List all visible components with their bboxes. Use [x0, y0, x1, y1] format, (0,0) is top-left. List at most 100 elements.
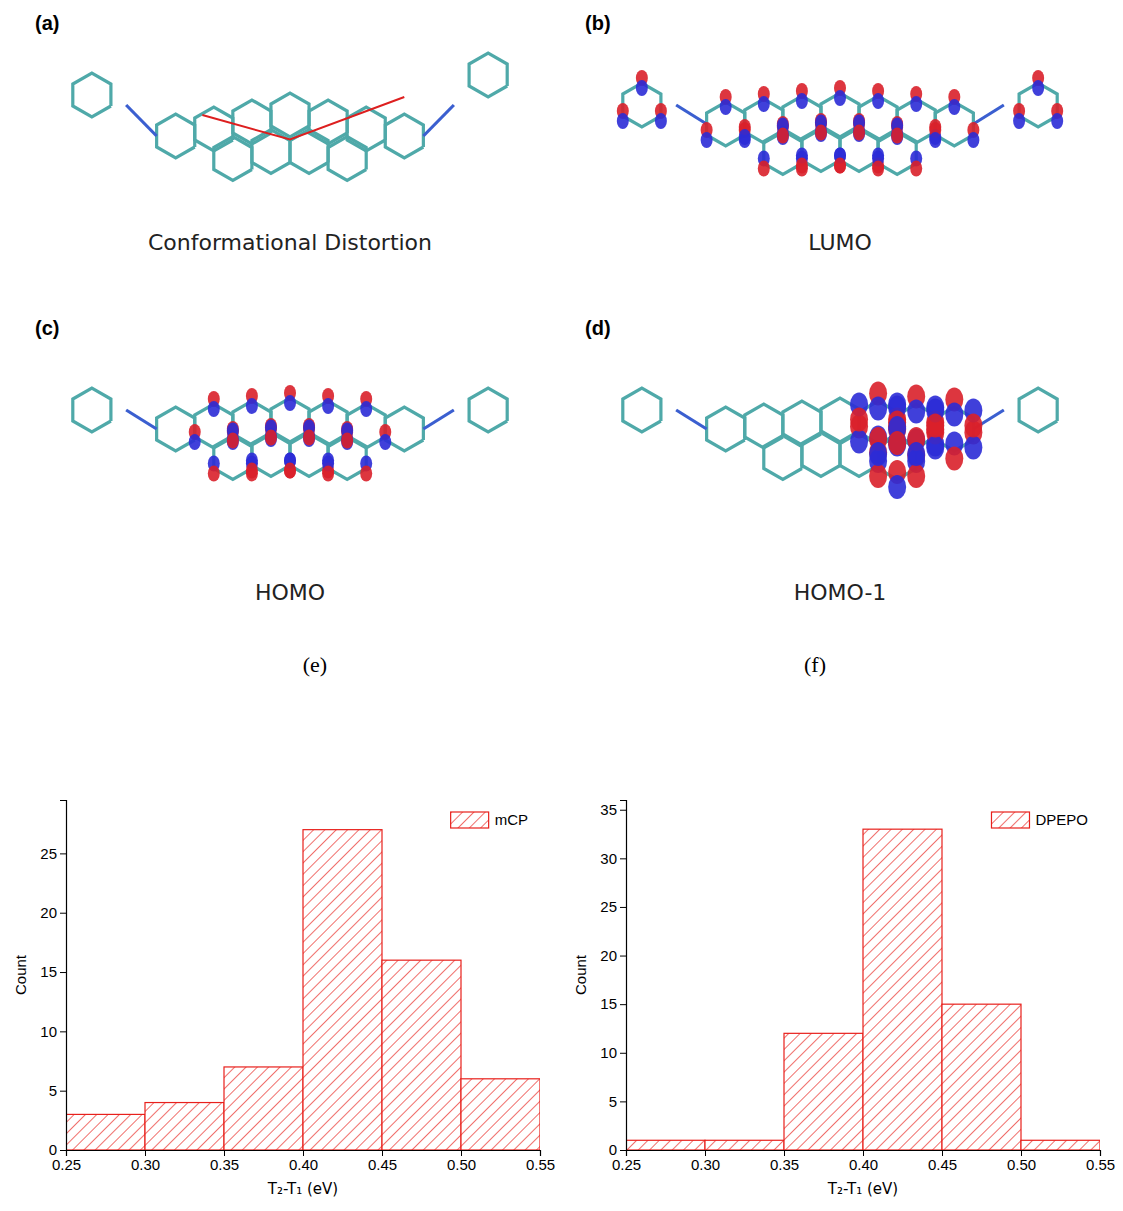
x-axis: 0.250.300.350.400.450.500.55: [612, 1150, 1115, 1173]
tick-mark: [60, 1091, 66, 1092]
tick-mark: [620, 956, 626, 957]
molecule-panel: [73, 53, 507, 181]
axis-line: [620, 801, 627, 1151]
tick-mark: [60, 1150, 66, 1151]
legend: DPEPO: [991, 811, 1088, 828]
molecule-panel: [623, 382, 1057, 500]
orbital-lobe: [758, 161, 770, 177]
molecule-skeleton: [623, 83, 1057, 175]
x-tick: 0.30: [691, 1150, 720, 1173]
legend-swatch: [451, 812, 489, 828]
x-tick-label: 0.50: [1007, 1156, 1036, 1173]
y-axis-title: Count: [572, 954, 589, 995]
molecule-ring: [707, 407, 745, 451]
orbital-lobe: [964, 436, 982, 460]
molecule-bond: [126, 410, 156, 429]
y-tick: 35: [600, 801, 626, 818]
y-tick-label: 5: [49, 1082, 57, 1099]
molecule-bond: [973, 105, 1003, 124]
orbital-lobe: [284, 463, 296, 479]
y-axis: 0 5 10 15 20 25: [40, 801, 66, 1159]
y-tick-label: 35: [600, 801, 617, 818]
y-tick-label: 15: [40, 963, 57, 980]
orbital-lobe: [834, 90, 846, 106]
orbital-lobe: [1051, 113, 1063, 129]
tick-mark: [620, 810, 626, 811]
molecule-bond: [423, 410, 453, 429]
y-tick-label: 20: [600, 947, 617, 964]
y-axis: 05101520253035: [600, 801, 626, 1159]
x-tick: 0.40: [849, 1150, 878, 1173]
x-axis-title: T₂-T₁ (eV): [267, 1180, 338, 1198]
orbital-lobe: [964, 414, 982, 438]
molecule-ring: [233, 100, 271, 144]
histogram-bar: [626, 1140, 705, 1150]
orbital-lobe: [360, 401, 372, 417]
y-tick-label: 25: [40, 845, 57, 862]
x-tick: 0.55: [1086, 1150, 1115, 1173]
legend-label: mCP: [495, 811, 528, 828]
x-axis: 0.250.300.350.400.450.500.55: [52, 1150, 555, 1173]
tick-mark: [620, 907, 626, 908]
y-tick: 25: [600, 898, 626, 915]
panel-letter: (a): [35, 12, 59, 34]
x-tick: 0.45: [368, 1150, 397, 1173]
molecule-bond: [423, 105, 453, 136]
histogram-bar: [303, 830, 382, 1150]
molecule-ring: [195, 107, 233, 151]
x-tick-label: 0.50: [447, 1156, 476, 1173]
orbital-lobe: [208, 401, 220, 417]
orbital-lobe: [891, 128, 903, 144]
molecule-ring: [802, 433, 840, 477]
tick-mark: [60, 913, 66, 914]
orbital-lobe: [246, 463, 258, 479]
x-tick: 0.35: [210, 1150, 239, 1173]
legend-item: DPEPO: [991, 811, 1088, 828]
y-tick-label: 0: [49, 1141, 57, 1158]
molecule-bond: [676, 105, 706, 124]
orbital-lobe: [869, 464, 887, 488]
orbital-lobe: [227, 433, 239, 449]
x-tick: 0.40: [289, 1150, 318, 1173]
orbital-lobe: [379, 434, 391, 450]
orbital-lobe: [834, 158, 846, 174]
legend-swatch: [991, 812, 1029, 828]
orbital-lobe: [872, 161, 884, 177]
orbital-lobe: [360, 466, 372, 482]
orbital-lobe: [834, 158, 846, 174]
y-tick: 5: [609, 1093, 626, 1110]
tick-mark: [60, 853, 66, 854]
molecule-ring: [469, 53, 507, 97]
y-tick: 5: [49, 1082, 66, 1099]
orbital-lobe: [945, 447, 963, 471]
histogram-bar: [224, 1067, 303, 1150]
molecule-bond: [126, 105, 156, 136]
y-tick: 20: [40, 904, 66, 921]
histogram-bar: [382, 960, 461, 1150]
orbital-lobe: [910, 96, 922, 112]
x-tick-label: 0.30: [691, 1156, 720, 1173]
x-tick: 0.35: [770, 1150, 799, 1173]
y-tick: 10: [40, 1023, 66, 1040]
orbital-lobe: [322, 466, 334, 482]
y-tick: 10: [600, 1044, 626, 1061]
histogram-panel: (e)0.250.300.350.400.450.500.55051015202…: [12, 652, 555, 1198]
y-tick: 20: [600, 947, 626, 964]
orbital-lobe: [284, 463, 296, 479]
y-tick-label: 10: [40, 1023, 57, 1040]
y-tick-label: 5: [609, 1093, 617, 1110]
x-tick: 0.45: [928, 1150, 957, 1173]
orbital-lobe: [929, 132, 941, 148]
y-axis-title: Count: [12, 954, 29, 995]
panel-caption: LUMO: [808, 230, 872, 255]
histogram-bar: [863, 829, 942, 1150]
orbital-lobe: [777, 128, 789, 144]
tick-mark: [620, 1004, 626, 1005]
x-tick: 0.50: [1007, 1150, 1036, 1173]
molecule-ring: [328, 137, 366, 181]
tick-mark: [60, 972, 66, 973]
panel-caption: Conformational Distortion: [148, 230, 432, 255]
axis-line: [60, 801, 67, 1151]
histogram-bar: [145, 1103, 224, 1150]
molecule-ring: [290, 130, 328, 174]
